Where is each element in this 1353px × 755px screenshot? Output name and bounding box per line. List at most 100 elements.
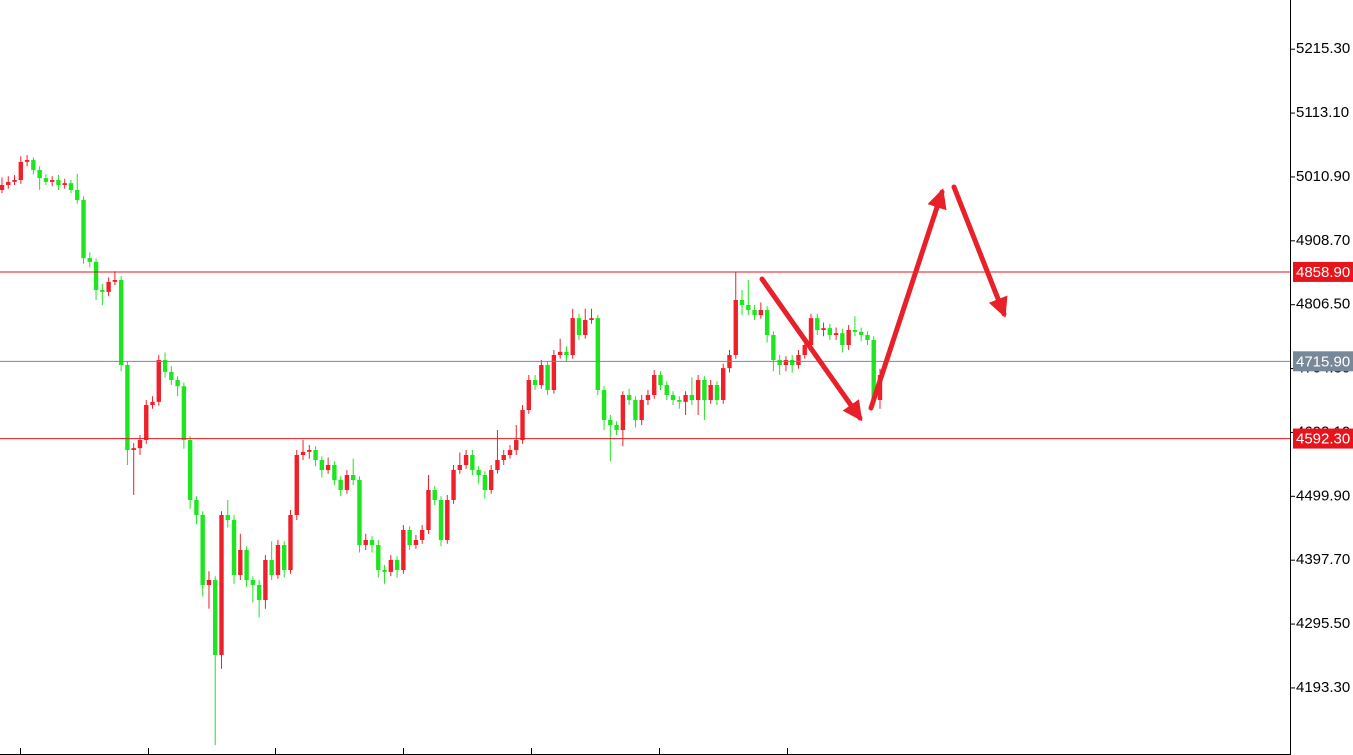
candle-body [43, 178, 49, 182]
candle-body [394, 560, 400, 570]
candle-body [488, 470, 494, 490]
candle-body [689, 395, 695, 400]
candle-body [865, 335, 870, 340]
candle-body [539, 365, 544, 385]
candle-body [702, 380, 707, 400]
candle-body [739, 300, 745, 305]
candle-body [369, 540, 375, 545]
candle-body [833, 333, 839, 335]
candle-body [12, 180, 17, 182]
candle-body [846, 330, 851, 345]
arrow-up [868, 188, 947, 411]
candle-body [670, 395, 676, 400]
candle-body [545, 365, 550, 390]
candle-body [376, 545, 381, 570]
candle-body [583, 320, 588, 335]
candle-body [49, 180, 55, 182]
candle-body [445, 500, 450, 540]
candle-body [150, 401, 155, 405]
candle-body [62, 183, 67, 185]
candle-body [501, 455, 506, 460]
candle-body [6, 181, 11, 185]
candle-body [840, 333, 845, 345]
candle-body [100, 290, 105, 292]
candle-body [137, 440, 143, 449]
candle-body [413, 540, 419, 545]
candle-body [589, 318, 594, 320]
candle-body [87, 258, 92, 262]
candle-body [721, 368, 726, 400]
candle-body [24, 160, 30, 162]
candle-body [815, 318, 820, 330]
candle-body [658, 375, 663, 385]
candle-body [633, 400, 638, 420]
candle-body [457, 465, 463, 470]
candle-body [827, 328, 833, 335]
candle-body [194, 500, 199, 515]
candle-body [796, 355, 801, 365]
candle-body [388, 560, 394, 572]
y-tick-label: 4806.50 [1296, 296, 1350, 313]
candle-body [451, 470, 456, 500]
candle-body [476, 470, 481, 475]
arrow-down [951, 184, 1008, 318]
annotation-arrows [759, 184, 1008, 422]
candle-body [175, 380, 180, 387]
candle-body [37, 170, 42, 179]
candle-body [313, 450, 318, 460]
candle-body [790, 360, 795, 365]
candle-body [401, 530, 406, 570]
candle-body [344, 475, 350, 490]
candle-body [256, 585, 262, 600]
candle-body [0, 185, 5, 190]
candle-body [219, 515, 224, 655]
candle-body [507, 450, 513, 455]
candle-body [752, 310, 757, 315]
arrow-down [759, 276, 863, 422]
candle-body [463, 455, 469, 465]
candle-body [652, 375, 657, 395]
candle-body [608, 420, 613, 425]
candle-body [250, 580, 256, 585]
candle-body [771, 335, 776, 360]
candle-body [708, 385, 713, 400]
candle-body [263, 560, 268, 600]
y-tick-label: 5113.10 [1296, 104, 1349, 121]
candle-body [614, 425, 619, 430]
candle-body [118, 280, 124, 365]
candle-body [106, 281, 111, 292]
candle-body [319, 460, 325, 470]
candle-body [520, 410, 525, 440]
candle-body [288, 515, 293, 570]
candle-body [758, 310, 764, 315]
candle-body [677, 400, 682, 402]
candle-body [156, 360, 161, 402]
candle-body [639, 400, 644, 420]
candle-body [733, 300, 738, 355]
candle-body [764, 310, 770, 335]
y-tick-label: 4908.70 [1296, 232, 1350, 249]
candle-body [200, 515, 205, 585]
candle-body [495, 460, 500, 470]
candle-body [213, 580, 218, 655]
candle-body [570, 318, 575, 355]
candle-body [332, 465, 337, 480]
candle-body [357, 480, 362, 545]
candle-body [576, 318, 582, 335]
candle-body [206, 580, 212, 585]
candle-body [231, 520, 237, 575]
candle-body [363, 540, 368, 545]
candle-body [162, 360, 168, 372]
candle-body [31, 160, 36, 170]
candle-body [626, 395, 632, 400]
candle-body [93, 261, 99, 290]
candle-body [187, 440, 193, 500]
candle-body [325, 465, 331, 470]
candle-body [169, 371, 174, 380]
candle-body [871, 340, 876, 400]
candle-body [714, 385, 720, 400]
candle-body [514, 440, 519, 450]
candle-body [551, 355, 557, 390]
price-label: 4592.30 [1296, 431, 1350, 448]
